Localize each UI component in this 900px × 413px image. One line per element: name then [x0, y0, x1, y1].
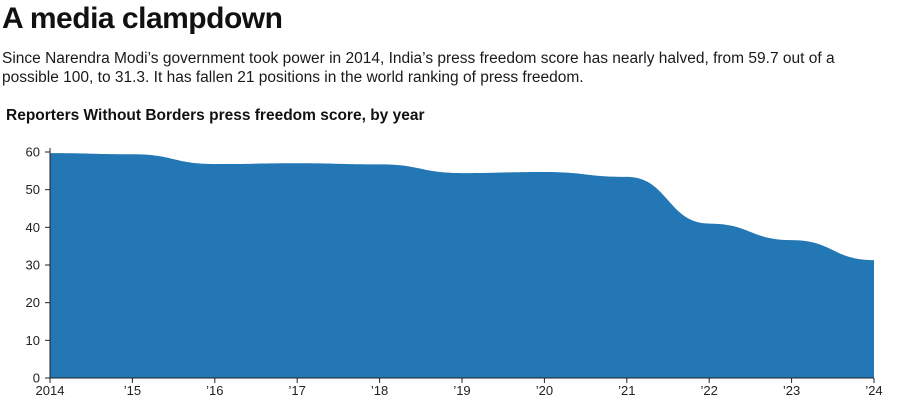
y-tick-label-40: 40: [26, 220, 40, 235]
y-tick-label-10: 10: [26, 333, 40, 348]
chart-title: Reporters Without Borders press freedom …: [6, 107, 425, 124]
y-tick-label-0: 0: [33, 371, 40, 386]
x-tick-label-2023: ’23: [783, 383, 800, 398]
x-tick-label-2022: ’22: [701, 383, 718, 398]
x-tick-label-2019: ’19: [453, 383, 470, 398]
y-tick-label-20: 20: [26, 295, 40, 310]
x-tick-label-2018: ’18: [371, 383, 388, 398]
x-tick-label-2016: ’16: [206, 383, 223, 398]
intro-text: Since Narendra Modi’s government took po…: [2, 50, 835, 86]
y-tick-label-60: 60: [26, 145, 40, 160]
y-tick-label-50: 50: [26, 182, 40, 197]
x-tick-label-2021: ’21: [618, 383, 635, 398]
headline: A media clampdown: [2, 2, 283, 35]
x-tick-label-2020: ’20: [536, 383, 553, 398]
x-tick-label-2017: ’17: [289, 383, 306, 398]
x-tick-label-2015: ’15: [124, 383, 141, 398]
y-tick-label-30: 30: [26, 258, 40, 273]
x-tick-label-2024: ’24: [865, 383, 882, 398]
series-area: [50, 153, 874, 378]
x-tick-label-2014: 2014: [36, 383, 65, 398]
